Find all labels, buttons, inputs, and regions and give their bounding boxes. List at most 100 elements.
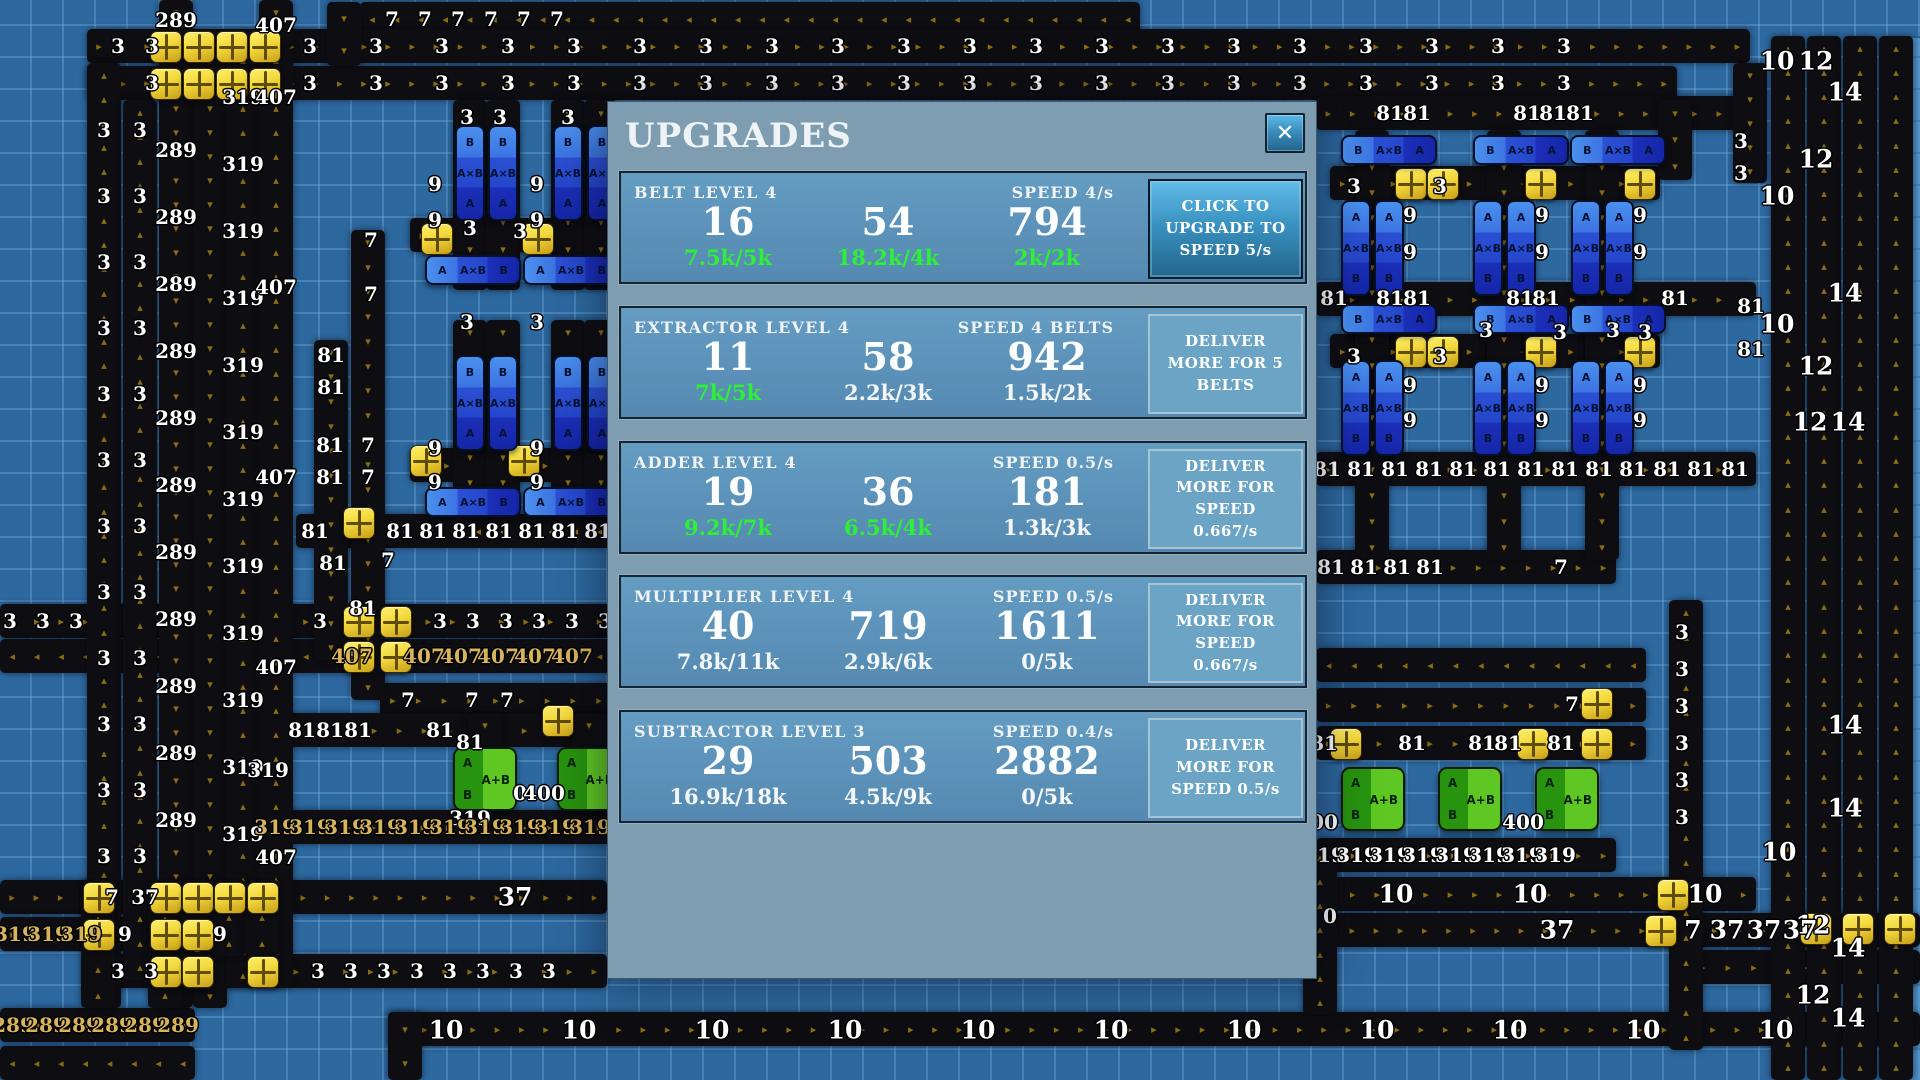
multiplier-machine[interactable]: B A×B A [1341,304,1437,334]
multiplier-machine[interactable]: B A×B A [1570,304,1666,334]
splitter[interactable] [249,68,281,100]
multiplier-machine[interactable]: A A×B B [1604,200,1634,296]
belt-count-label: 81 [1381,457,1409,481]
belt-count-label: 10 [1226,1015,1262,1045]
splitter[interactable] [380,606,412,638]
multiplier-machine[interactable]: B A×B A [1473,135,1569,165]
upgrade-button-adder[interactable]: DELIVER MORE FOR SPEED 0.667/s [1148,449,1303,549]
splitter[interactable] [1517,728,1549,760]
machine-label: A×B [1474,241,1502,255]
splitter[interactable] [83,882,115,914]
splitter[interactable] [182,956,214,988]
splitter[interactable] [1884,913,1916,945]
multiplier-machine[interactable]: B A×B A [553,355,583,451]
upgrade-button-belt[interactable]: CLICK TO UPGRADE TO SPEED 5/s [1148,179,1303,279]
splitter[interactable] [183,68,215,100]
splitter[interactable] [410,445,442,477]
splitter[interactable] [214,882,246,914]
splitter[interactable] [1657,879,1689,911]
splitter[interactable] [247,882,279,914]
splitter[interactable] [1525,168,1557,200]
multiplier-machine[interactable]: A A×B B [1604,360,1634,456]
belt-count-label: 407 [477,644,519,668]
multiplier-machine[interactable]: A A×B B [1374,360,1404,456]
upgrade-button-extractor[interactable]: DELIVER MORE FOR 5 BELTS [1148,314,1303,414]
belt-count-label: 3 [433,609,447,633]
splitter[interactable] [343,507,375,539]
splitter[interactable] [1800,913,1832,945]
belt-count-label: 81 [1383,555,1411,579]
multiplier-machine[interactable]: A A×B B [425,255,521,285]
multiplier-machine[interactable]: A A×B B [1506,360,1536,456]
stat-value: 29 [701,738,755,783]
splitter[interactable] [150,956,182,988]
splitter[interactable] [1427,336,1459,368]
splitter[interactable] [1395,168,1427,200]
machine-label: A [1581,210,1591,224]
adder-machine[interactable]: A B A+B [1341,767,1405,831]
dialog-title: UPGRADES [625,116,852,156]
splitter[interactable] [343,606,375,638]
stat-col-3: 942 1.5k/2k [967,336,1127,405]
splitter[interactable] [380,641,412,673]
splitter[interactable] [249,31,281,63]
close-button[interactable]: ✕ [1265,113,1305,153]
splitter[interactable] [150,68,182,100]
splitter[interactable] [1581,688,1613,720]
multiplier-machine[interactable]: A A×B B [1341,200,1371,296]
belt-count-label: 81 [288,718,316,742]
multiplier-machine[interactable]: A A×B B [1571,200,1601,296]
belt-count-label: 81 [426,718,454,742]
splitter[interactable] [1624,168,1656,200]
adder-machine[interactable]: A B A+B [1535,767,1599,831]
splitter[interactable] [216,31,248,63]
splitter[interactable] [1330,728,1362,760]
multiplier-machine[interactable]: A A×B B [1571,360,1601,456]
multiplier-machine[interactable]: A A×B B [1473,360,1503,456]
multiplier-machine[interactable]: A A×B B [1374,200,1404,296]
splitter[interactable] [1842,913,1874,945]
multiplier-machine[interactable]: A A×B B [1473,200,1503,296]
multiplier-machine[interactable]: B A×B A [488,125,518,221]
splitter[interactable] [83,919,115,951]
upgrade-button-multiplier[interactable]: DELIVER MORE FOR SPEED 0.667/s [1148,583,1303,683]
splitter[interactable] [247,956,279,988]
splitter[interactable] [1645,915,1677,947]
multiplier-machine[interactable]: B A×B A [553,125,583,221]
belt-count-label: 3 [344,959,358,983]
multiplier-machine[interactable]: A A×B B [1506,200,1536,296]
multiplier-machine[interactable]: A A×B B [523,487,619,517]
splitter[interactable] [522,223,554,255]
multiplier-machine[interactable]: B A×B A [455,355,485,451]
splitter[interactable] [216,68,248,100]
adder-machine[interactable]: A B A+B [1438,767,1502,831]
splitter[interactable] [1581,728,1613,760]
belt-count-label: 12 [1795,980,1831,1010]
multiplier-machine[interactable]: B A×B A [1473,304,1569,334]
splitter[interactable] [542,705,574,737]
multiplier-machine[interactable]: A A×B B [523,255,619,285]
multiplier-machine[interactable]: A A×B B [425,487,521,517]
splitter[interactable] [150,31,182,63]
splitter[interactable] [508,445,540,477]
upgrade-button-subtractor[interactable]: DELIVER MORE FOR SPEED 0.5/s [1148,718,1303,818]
adder-machine[interactable]: A B A+B [453,747,517,811]
belt-count-label: 9 [530,208,544,232]
splitter[interactable] [1427,168,1459,200]
splitter[interactable] [421,223,453,255]
multiplier-machine[interactable]: B A×B A [1570,135,1666,165]
splitter[interactable] [343,641,375,673]
stat-value: 19 [701,469,755,514]
belt-count-label: 81 [1403,101,1431,125]
splitter[interactable] [150,882,182,914]
multiplier-machine[interactable]: B A×B A [455,125,485,221]
belt-count-label: 407 [255,275,297,299]
belt-count-label: 14 [1830,1003,1866,1033]
splitter[interactable] [183,31,215,63]
multiplier-machine[interactable]: A A×B B [1341,360,1371,456]
splitter[interactable] [182,882,214,914]
splitter[interactable] [182,919,214,951]
splitter[interactable] [150,919,182,951]
multiplier-machine[interactable]: B A×B A [488,355,518,451]
multiplier-machine[interactable]: B A×B A [1341,135,1437,165]
